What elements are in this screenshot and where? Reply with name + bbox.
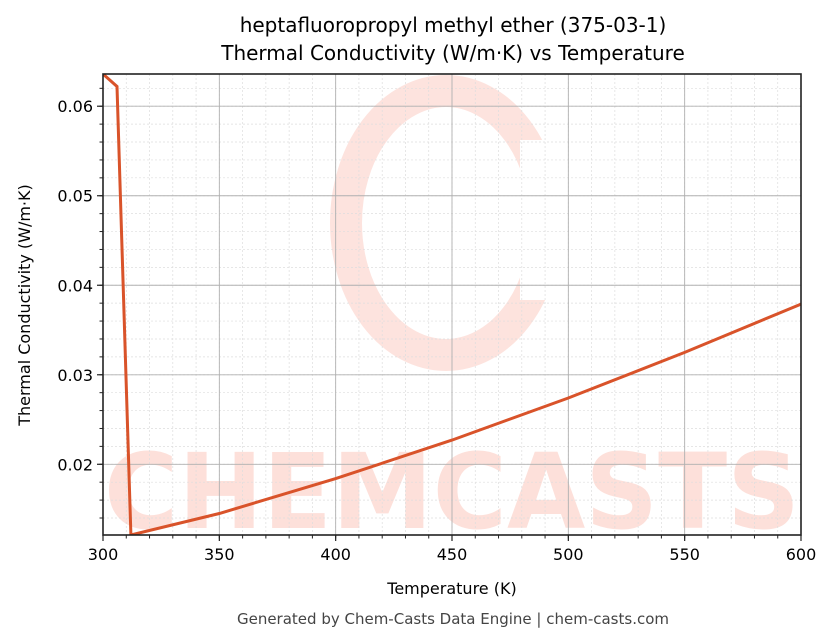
y-tick-label: 0.05	[57, 187, 93, 206]
y-axis-label: Thermal Conductivity (W/m·K)	[15, 184, 34, 427]
axis-ticks: 300 350 400 450 500 550 600 0.02 0.03 0.04 0.05 0.0…	[57, 87, 817, 564]
data-series	[103, 74, 801, 535]
x-tick-label: 450	[437, 545, 468, 564]
x-tick-label: 400	[320, 545, 351, 564]
chart-subtitle: Thermal Conductivity (W/m·K) vs Temperat…	[221, 41, 685, 65]
x-tick-label: 500	[553, 545, 584, 564]
y-tick-label: 0.04	[57, 276, 93, 295]
watermark-logo	[330, 75, 580, 371]
footer-credit: Generated by Chem-Casts Data Engine | ch…	[237, 610, 669, 628]
thermal-conductivity-line	[103, 74, 801, 535]
x-tick-label: 600	[786, 545, 817, 564]
chart-title: heptafluoropropyl methyl ether (375-03-1…	[239, 13, 667, 37]
x-axis-label: Temperature (K)	[386, 579, 516, 598]
y-tick-label: 0.06	[57, 97, 93, 116]
x-tick-label: 550	[669, 545, 700, 564]
x-tick-label: 300	[88, 545, 119, 564]
y-tick-label: 0.02	[57, 455, 93, 474]
y-tick-label: 0.03	[57, 366, 93, 385]
x-tick-label: 350	[204, 545, 235, 564]
